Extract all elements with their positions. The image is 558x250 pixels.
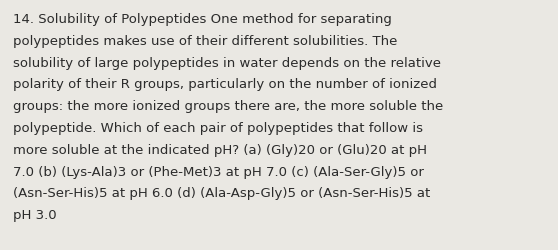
Text: 7.0 (b) (Lys-Ala)3 or (Phe-Met)3 at pH 7.0 (c) (Ala-Ser-Gly)5 or: 7.0 (b) (Lys-Ala)3 or (Phe-Met)3 at pH 7… [13,165,424,178]
Text: (Asn-Ser-His)5 at pH 6.0 (d) (Ala-Asp-Gly)5 or (Asn-Ser-His)5 at: (Asn-Ser-His)5 at pH 6.0 (d) (Ala-Asp-Gl… [13,187,430,200]
Text: polarity of their R groups, particularly on the number of ionized: polarity of their R groups, particularly… [13,78,437,91]
Text: groups: the more ionized groups there are, the more soluble the: groups: the more ionized groups there ar… [13,100,443,113]
Text: 14. Solubility of Polypeptides One method for separating: 14. Solubility of Polypeptides One metho… [13,13,392,26]
Text: solubility of large polypeptides in water depends on the relative: solubility of large polypeptides in wate… [13,56,441,69]
Text: polypeptides makes use of their different solubilities. The: polypeptides makes use of their differen… [13,35,397,48]
Text: polypeptide. Which of each pair of polypeptides that follow is: polypeptide. Which of each pair of polyp… [13,122,423,134]
Text: pH 3.0: pH 3.0 [13,208,56,221]
Text: more soluble at the indicated pH? (a) (Gly)20 or (Glu)20 at pH: more soluble at the indicated pH? (a) (G… [13,143,427,156]
